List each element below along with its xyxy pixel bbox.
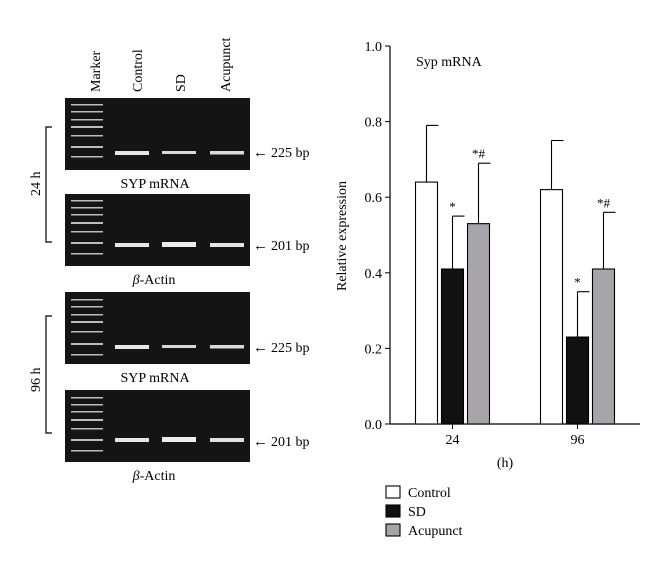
panel-caption: β-Actin [132, 469, 176, 484]
chart-bars: * *# * *# [414, 124, 616, 425]
lane-header-acupunct: Acupunct [219, 37, 234, 92]
y-axis-label: Relative expression [335, 181, 350, 291]
lane-header-marker: Marker [89, 50, 104, 92]
marker-ladder [71, 299, 103, 356]
band-size-label: 225 bp [271, 341, 310, 356]
x-tick-label: 24 [446, 433, 460, 448]
bar-control [539, 189, 564, 425]
panel-caption: SYP mRNA [120, 177, 190, 192]
time-label-24h: 24 h [29, 172, 44, 197]
band-acupunct [210, 438, 244, 442]
band-size-arrow: ← [253, 145, 268, 161]
band-control [115, 345, 149, 349]
band-size-label: 201 bp [271, 239, 310, 254]
legend-label: SD [408, 505, 426, 520]
band-sd [162, 151, 196, 154]
band-sd [162, 242, 196, 247]
bar-control [414, 181, 439, 425]
chart-title: Syp mRNA [416, 55, 483, 70]
chart-legend: Control SD Acupunct [385, 485, 463, 539]
band-control [115, 243, 149, 247]
significance-mark: *# [472, 146, 486, 161]
legend-swatch-acupunct [385, 523, 401, 537]
band-control [115, 438, 149, 442]
band-acupunct [210, 243, 244, 247]
band-size-arrow: ← [253, 238, 268, 254]
legend-label: Control [408, 486, 451, 501]
lane-header-sd: SD [174, 74, 189, 92]
panel-caption: β-Actin [132, 273, 176, 288]
bar-acupunct [591, 268, 616, 425]
marker-ladder [71, 397, 103, 452]
gel-panel-syp-96h [65, 292, 250, 364]
legend-label: Acupunct [408, 524, 463, 539]
significance-mark: *# [597, 195, 611, 210]
y-tick-label: 0.8 [365, 116, 383, 131]
band-acupunct [210, 345, 244, 349]
band-sd [162, 437, 196, 442]
y-tick-label: 1.0 [365, 40, 383, 55]
bar-sd [440, 268, 465, 425]
x-axis-label: (h) [497, 456, 514, 471]
y-tick-label: 0.2 [365, 342, 383, 357]
marker-ladder [71, 200, 103, 255]
gel-panel-syp-24h [65, 98, 250, 170]
bracket-24h [45, 126, 52, 243]
significance-mark: * [449, 199, 456, 214]
band-size-arrow: ← [253, 434, 268, 450]
bar-acupunct [466, 223, 491, 425]
legend-swatch-sd [385, 504, 401, 518]
bar-sd [565, 336, 590, 425]
y-tick-label: 0.6 [365, 191, 383, 206]
time-label-96h: 96 h [29, 368, 44, 393]
lane-header-control: Control [131, 49, 146, 92]
band-acupunct [210, 151, 244, 155]
band-size-label: 225 bp [271, 146, 310, 161]
y-tick-label: 0.0 [365, 418, 383, 433]
x-tick-label: 96 [571, 433, 585, 448]
y-tick-label: 0.4 [365, 267, 383, 282]
gel-figure: Marker Control SD Acupunct 24 h 96 h ← 2… [29, 37, 310, 484]
bracket-96h [45, 315, 52, 434]
significance-mark: * [574, 275, 581, 290]
band-size-label: 201 bp [271, 435, 310, 450]
panel-caption: SYP mRNA [120, 371, 190, 386]
band-control [115, 151, 149, 155]
marker-ladder [71, 104, 103, 158]
legend-swatch-control [385, 485, 401, 499]
band-sd [162, 345, 196, 348]
band-size-arrow: ← [253, 340, 268, 356]
